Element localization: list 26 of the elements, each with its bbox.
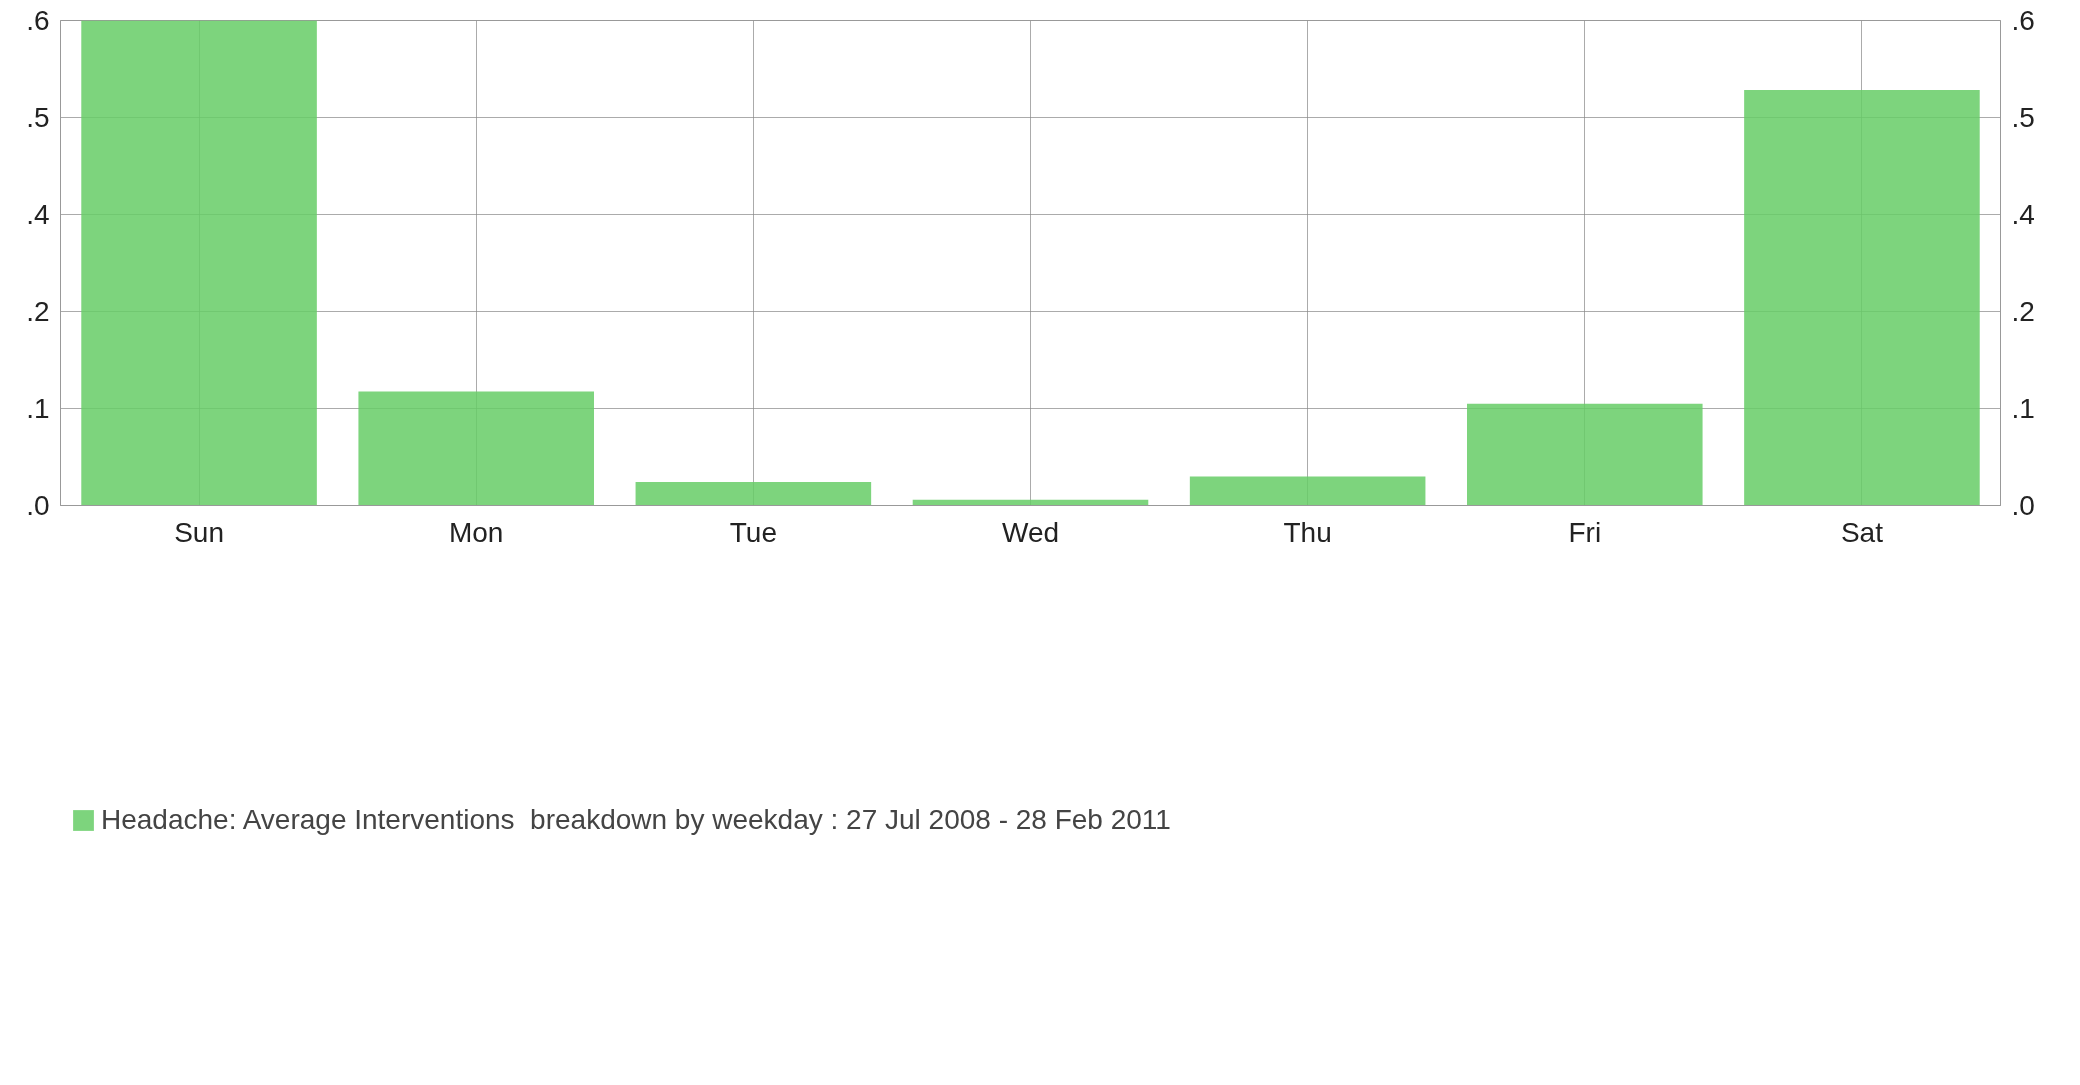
bar — [1189, 476, 1426, 506]
y2-tick-label: .6 — [2011, 5, 2035, 36]
x-tick-label: Sun — [174, 516, 224, 548]
y2-tick-label: .4 — [2011, 199, 2035, 230]
x-tick-label: Thu — [1283, 516, 1332, 548]
y-tick-label: .1 — [26, 393, 50, 424]
y2-tick-label: .5 — [2011, 102, 2035, 133]
bar — [1744, 90, 1980, 506]
x-tick-label: Sat — [1840, 516, 1884, 548]
y2-tick-label: .0 — [2011, 490, 2035, 521]
y-tick-label: .0 — [26, 490, 50, 521]
legend-label: Headache: Average Interventions breakdown by weekday : 27 Jul 2008 - 28 Feb 2011 — [101, 804, 1171, 836]
bar — [635, 482, 872, 506]
y-tick-label: .2 — [26, 296, 50, 327]
x-tick-label: Tue — [729, 516, 777, 548]
bar — [1467, 403, 1703, 506]
bar — [81, 20, 317, 506]
x-tick-label: Fri — [1568, 516, 1602, 548]
y-tick-label: .4 — [26, 199, 50, 230]
x-tick-label: Mon — [448, 516, 504, 548]
y2-tick-label: .2 — [2011, 296, 2035, 327]
bar — [358, 391, 594, 506]
y-tick-label: .6 — [26, 5, 50, 36]
y-tick-label: .5 — [26, 102, 50, 133]
y2-tick-label: .1 — [2011, 393, 2035, 424]
x-tick-label: Wed — [1001, 516, 1060, 548]
